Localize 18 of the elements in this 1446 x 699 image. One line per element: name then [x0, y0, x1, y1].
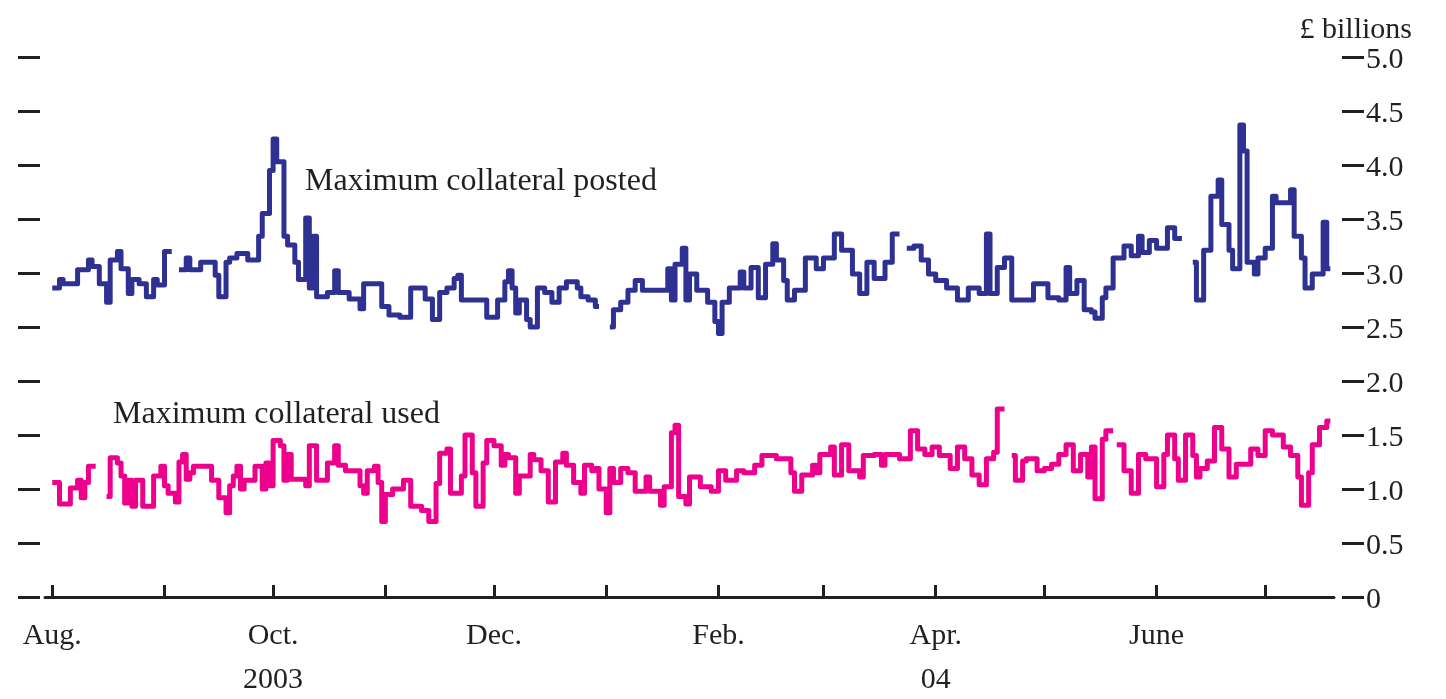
y-tick-label: 2.5 [1366, 310, 1404, 344]
y-tick-label: 0.5 [1366, 526, 1404, 560]
y-tick-label: 1.5 [1366, 418, 1404, 452]
y-tick-label: 1.0 [1366, 472, 1404, 506]
y-tick-label: 3.0 [1366, 256, 1404, 290]
x-tick-label: Apr. 04 [909, 616, 962, 694]
series-label: Maximum collateral used [113, 394, 441, 430]
x-tick-label: Aug. [22, 616, 82, 650]
x-tick-label: Feb. [692, 616, 745, 650]
x-tick-label: Oct. 2003 [243, 616, 304, 694]
x-tick-label: Dec. [466, 616, 522, 650]
y-tick-label: 4.5 [1366, 94, 1404, 128]
y-tick-label: 0 [1366, 580, 1381, 614]
y-tick-label: 4.0 [1366, 148, 1404, 182]
series-label: Maximum collateral posted [305, 161, 657, 197]
x-tick-label: June [1129, 616, 1185, 650]
y-tick-label: 2.0 [1366, 364, 1404, 398]
y-tick-label: 3.5 [1366, 202, 1404, 236]
